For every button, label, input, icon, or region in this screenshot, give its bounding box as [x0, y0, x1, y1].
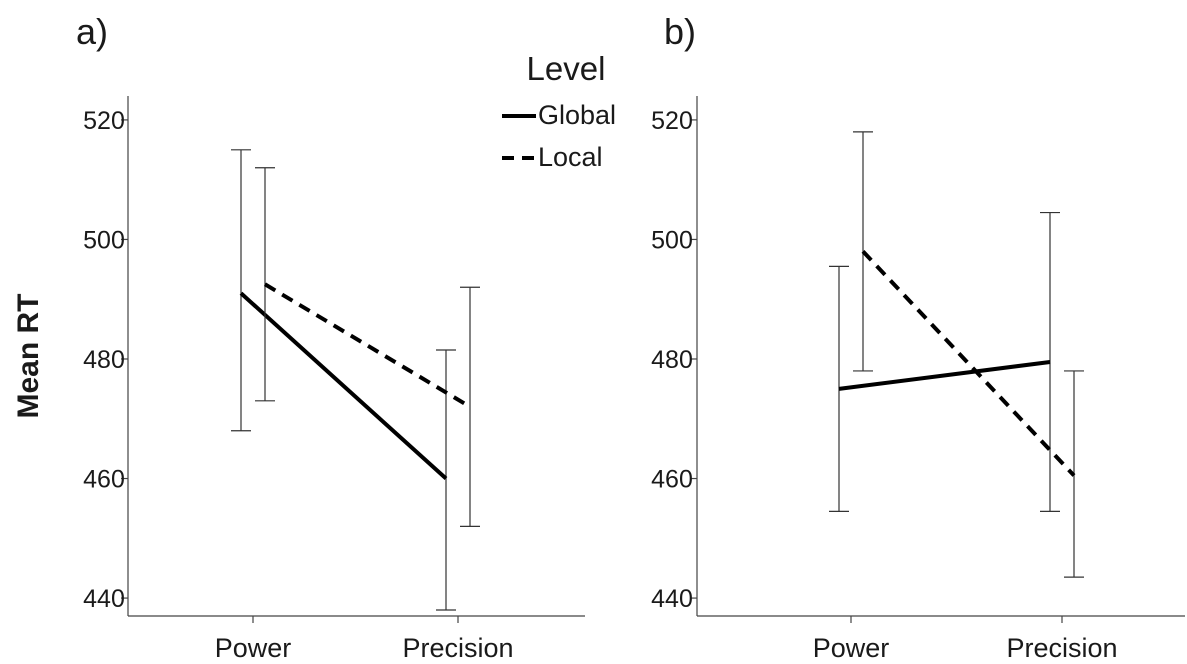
x-tick-label: Precision	[402, 633, 513, 663]
y-tick-label: 500	[651, 226, 693, 254]
error-bar-local	[460, 286, 480, 527]
y-tick-label: 500	[83, 226, 125, 254]
legend-item-local: Local	[502, 142, 603, 172]
x-tick-label: Power	[813, 633, 890, 663]
panel-a: a) 440 460 480 500 520 Power Precision	[76, 11, 585, 663]
series-line-global	[239, 291, 448, 481]
y-tick-label: 440	[83, 585, 125, 613]
x-tick-label: Precision	[1006, 633, 1117, 663]
legend: Level Global Local	[502, 50, 616, 172]
y-tick-label: 440	[651, 585, 693, 613]
y-tick-label: 520	[651, 107, 693, 135]
series-line-global	[838, 359, 1051, 391]
panel-label: b)	[664, 11, 696, 52]
y-axis-label: Mean RT	[12, 293, 45, 418]
panel-label: a)	[76, 11, 108, 52]
legend-label: Local	[538, 142, 603, 172]
y-tick-label: 460	[83, 466, 125, 494]
y-tick-label: 520	[83, 107, 125, 135]
legend-item-global: Global	[502, 100, 616, 130]
y-tick-label: 480	[83, 346, 125, 374]
y-tick-label: 460	[651, 466, 693, 494]
error-bar-global	[231, 149, 251, 432]
y-tick-label: 480	[651, 346, 693, 374]
panel-b: b) 440 460 480 500 520 Power Precision	[651, 11, 1185, 663]
legend-label: Global	[538, 100, 616, 130]
series-line-local	[263, 282, 472, 409]
x-tick-label: Power	[215, 633, 292, 663]
series-line-local	[861, 250, 1076, 477]
legend-title: Level	[527, 50, 606, 87]
